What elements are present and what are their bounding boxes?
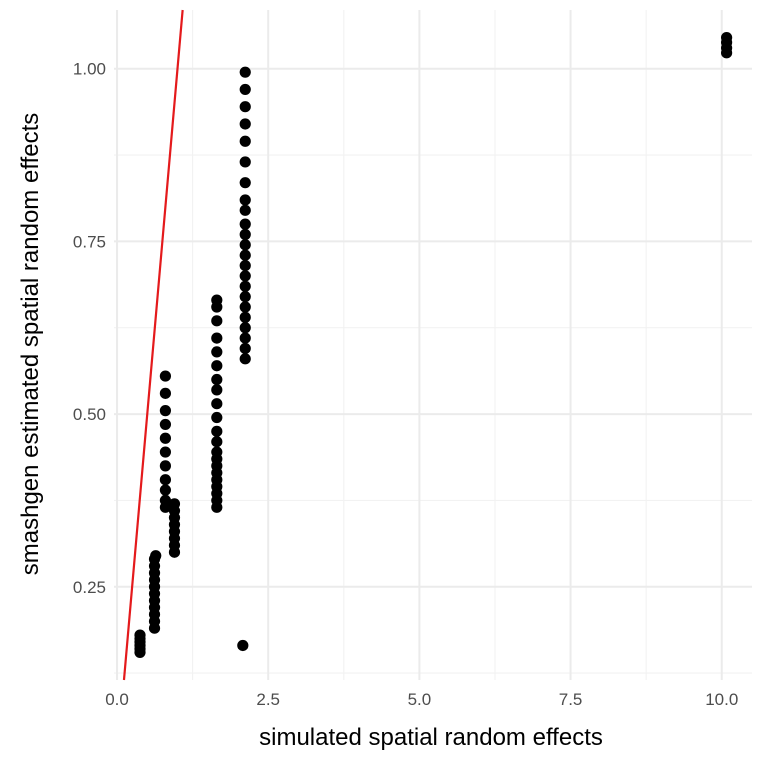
data-point [239,249,251,261]
data-point [239,280,251,292]
grid [114,10,752,680]
data-point [239,332,251,344]
data-point [239,83,251,96]
data-point [239,322,251,334]
data-point [159,446,172,458]
data-point [239,135,251,147]
reference-line-layer [122,9,184,681]
data-point [211,436,223,448]
data-point [159,494,172,507]
data-point [211,360,223,372]
data-point [239,194,251,206]
x-tick-label: 7.5 [559,690,583,709]
data-point [721,32,733,44]
data-point [239,177,251,189]
points-layer [134,32,733,658]
data-point [150,550,162,562]
data-point [159,474,172,486]
data-point [159,405,172,417]
data-point [134,629,146,641]
data-point [159,432,172,444]
data-point [239,204,251,216]
data-point [211,384,223,396]
data-point [239,66,251,78]
data-point [211,346,223,358]
y-axis-title: smashgen estimated spatial random effect… [17,113,44,575]
x-axis-title: simulated spatial random effects [259,724,603,751]
data-point [211,373,223,386]
data-point [239,101,251,113]
y-tick-label: 1.00 [73,60,106,79]
data-point [239,301,251,313]
data-point [211,411,223,424]
data-point [159,460,172,472]
x-tick-label: 5.0 [408,690,432,709]
data-point [239,156,251,168]
data-point [211,398,223,410]
reference-line [122,9,184,681]
tick-labels: 0.0 2.5 5.0 7.5 10.0 0.25 0.50 0.75 1.00 [73,60,738,709]
data-point [237,639,249,652]
data-point [239,311,251,323]
data-point [239,270,251,282]
data-point [159,484,172,496]
data-point [211,446,223,458]
y-tick-label: 0.50 [73,405,106,424]
data-point [211,294,223,306]
data-point [239,342,251,355]
data-point [211,332,223,344]
data-point [211,425,223,437]
x-tick-label: 2.5 [256,690,280,709]
data-point [239,259,251,272]
x-tick-label: 0.0 [105,690,129,709]
data-point [159,418,172,431]
data-point [239,239,251,251]
data-point [211,315,223,327]
data-point [239,291,251,303]
data-point [159,387,172,399]
data-point [239,228,251,241]
data-point [239,218,251,230]
x-tick-label: 10.0 [705,690,738,709]
data-point [239,118,251,130]
data-point [239,353,251,365]
y-tick-label: 0.25 [73,578,106,597]
data-point [159,370,172,382]
data-point [168,498,181,510]
y-tick-label: 0.75 [73,232,106,251]
